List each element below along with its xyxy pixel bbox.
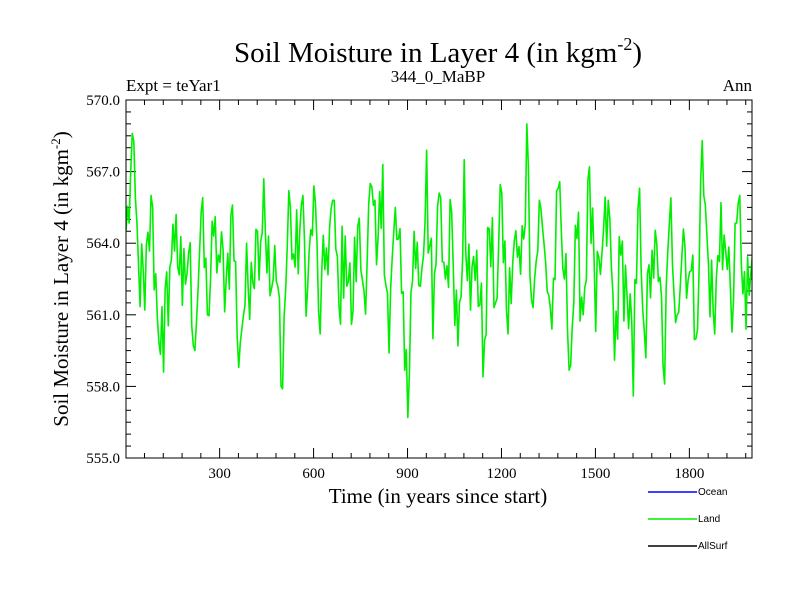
legend-land-label: Land (698, 514, 720, 525)
subtitle-left: Expt = teYar1 (126, 76, 221, 95)
x-tick-label: 1500 (580, 466, 610, 482)
subtitle-center: 344_0_MaBP (391, 67, 485, 86)
plot-frame (125, 99, 753, 459)
y-tick-label: 558.0 (86, 379, 120, 395)
y-tick-label: 561.0 (86, 308, 120, 324)
x-axis-label: Time (in years since start) (329, 484, 548, 508)
subtitle-right: Ann (723, 76, 753, 95)
y-tick-label: 570.0 (86, 93, 120, 109)
x-tick-label: 900 (396, 466, 419, 482)
x-axis-ticks: 300 600 900 1200 1500 1800 (143, 100, 747, 482)
x-tick-label: 300 (208, 466, 231, 482)
x-tick-label: 600 (302, 466, 325, 482)
legend-allsurf-label: AllSurf (698, 541, 728, 552)
y-tick-label: 564.0 (86, 236, 120, 252)
legend-ocean-label: Ocean (698, 487, 727, 498)
y-axis-ticks: 555.0 558.0 561.0 564.0 567.0 570.0 (86, 93, 752, 467)
chart-title: Soil Moisture in Layer 4 (in kgm-2) (234, 34, 642, 69)
x-tick-label: 1200 (486, 466, 516, 482)
y-tick-label: 555.0 (86, 451, 120, 467)
x-tick-label: 1800 (674, 466, 704, 482)
y-axis-label: Soil Moisture in Layer 4 (in kgm-2) (48, 131, 73, 426)
y-tick-label: 567.0 (86, 165, 120, 181)
land-series-line (126, 123, 752, 419)
legend: Ocean Land AllSurf (648, 487, 728, 552)
